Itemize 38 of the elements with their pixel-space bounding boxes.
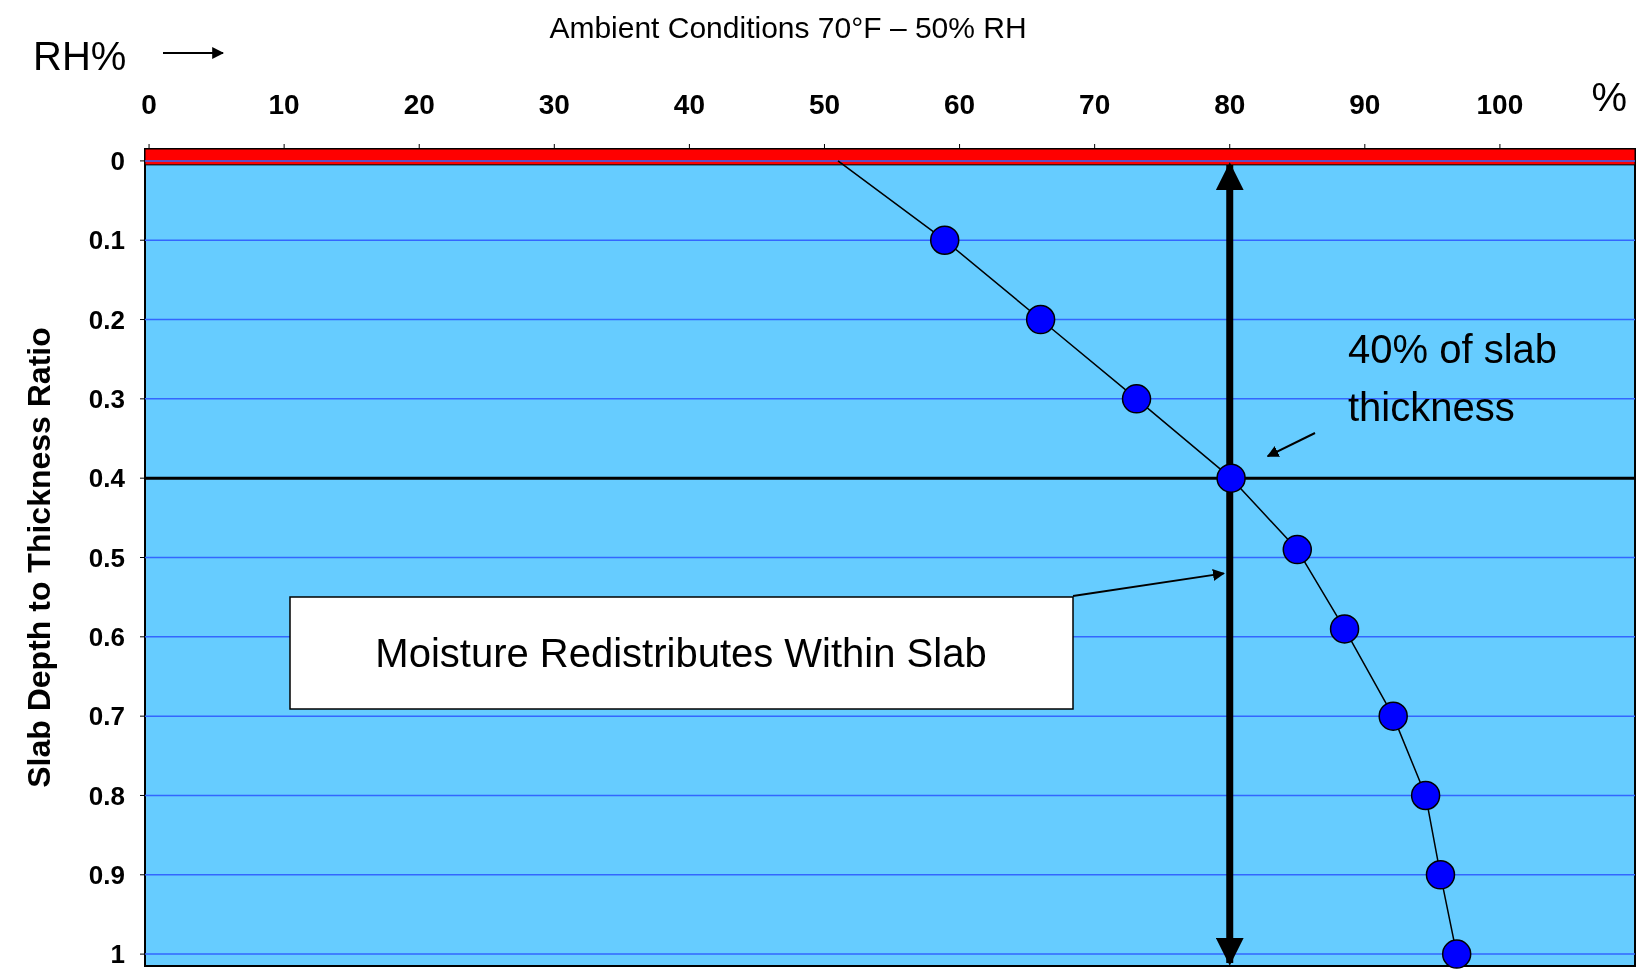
annotation: Moisture Redistributes Within Slab — [375, 631, 987, 675]
y-tick-label: 0.9 — [88, 859, 125, 890]
y-tick-label: 0.4 — [88, 463, 126, 494]
x-axis-title: RH% — [33, 34, 127, 78]
x-tick-label: 20 — [403, 89, 435, 120]
x-tick-label: 60 — [943, 89, 976, 120]
x-tick-label: 70 — [1079, 89, 1111, 120]
y-tick-label: 0.2 — [88, 304, 125, 335]
y-tick-label: 0.1 — [88, 225, 125, 256]
x-tick-label: 0 — [141, 89, 157, 120]
point — [1121, 384, 1152, 414]
y-tick-label: 0.6 — [88, 621, 125, 652]
y-tick-label: 1 — [110, 939, 125, 970]
point — [1282, 534, 1313, 565]
x-tick-label: 40 — [673, 89, 705, 120]
point — [1425, 860, 1456, 890]
point — [1378, 701, 1408, 731]
annotation: 40% of slab thickness — [1348, 327, 1558, 429]
point — [1441, 939, 1472, 969]
y-tick-label: 0.3 — [88, 383, 125, 414]
y-tick-label: 0 — [110, 146, 125, 176]
chart-title: Ambient Conditions 70°F – 50% RH — [549, 11, 1027, 44]
x-tick-label: 30 — [538, 89, 570, 120]
point — [1410, 780, 1441, 811]
x-tick-label: 10 — [268, 89, 300, 120]
y-tick-label: 0.5 — [88, 542, 125, 573]
point — [929, 225, 960, 255]
y-tick-label: 0.8 — [88, 780, 125, 811]
x-tick-label: 50 — [808, 89, 841, 120]
point — [1329, 614, 1360, 644]
x-tick-label: 100 — [1476, 89, 1524, 120]
x-tick-label: 80 — [1214, 89, 1246, 120]
x-tick-label: 90 — [1349, 89, 1381, 120]
y-axis-title: Slab Depth to Thickness Ratio — [21, 327, 57, 788]
point — [1025, 304, 1056, 335]
point — [1216, 463, 1246, 493]
y-tick-label: 0.7 — [88, 701, 125, 732]
text: % — [1591, 75, 1627, 119]
